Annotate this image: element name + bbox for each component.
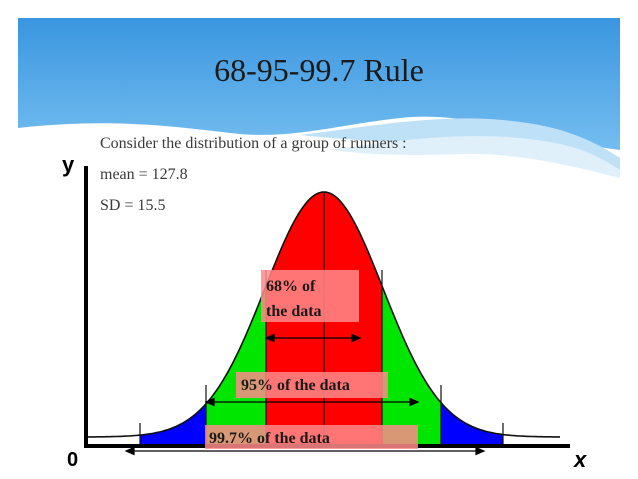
sd-text: SD = 15.5 bbox=[100, 197, 166, 214]
band-68-label-line2: the data bbox=[266, 303, 322, 320]
mean-text: mean = 127.8 bbox=[100, 166, 188, 183]
band-997-label: 99.7% of the data bbox=[209, 430, 330, 447]
band-997-label-box bbox=[205, 425, 418, 449]
band-95-label: 95% of the data bbox=[241, 377, 350, 394]
bell-curve-outline bbox=[88, 191, 560, 438]
band-997-arrow bbox=[124, 446, 486, 456]
x-axis-label: x bbox=[573, 447, 587, 472]
header-wave-background bbox=[18, 18, 620, 178]
band-997-fill bbox=[441, 192, 503, 446]
slide-title: 68-95-99.7 Rule bbox=[214, 52, 424, 88]
y-axis-label: y bbox=[62, 152, 75, 177]
band-95-fill bbox=[206, 192, 266, 446]
band-68-label-line1: 68% of bbox=[266, 278, 316, 295]
origin-label: 0 bbox=[67, 449, 78, 471]
band-95-label-box bbox=[236, 372, 388, 398]
intro-text: Consider the distribution of a group of … bbox=[100, 135, 407, 152]
band-997-fill bbox=[140, 192, 206, 446]
band-68-arrow bbox=[264, 333, 362, 343]
band-68-label-box bbox=[261, 270, 359, 322]
band-95-arrow bbox=[204, 397, 420, 407]
